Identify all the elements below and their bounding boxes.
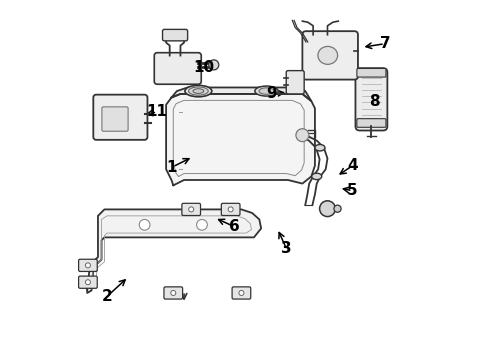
Text: 5: 5 [347,183,358,198]
FancyBboxPatch shape [78,276,97,288]
Circle shape [85,263,91,268]
Ellipse shape [185,85,212,97]
FancyBboxPatch shape [286,71,304,94]
Circle shape [228,207,233,212]
Ellipse shape [255,86,278,96]
Circle shape [171,291,176,296]
Text: 4: 4 [347,158,358,173]
Circle shape [189,207,194,212]
FancyBboxPatch shape [221,203,240,216]
Text: 1: 1 [166,160,177,175]
Text: 7: 7 [380,36,390,51]
FancyBboxPatch shape [182,203,200,216]
FancyBboxPatch shape [355,68,388,131]
Text: 8: 8 [369,94,379,109]
FancyBboxPatch shape [302,31,358,80]
Text: 6: 6 [229,219,240,234]
Text: 2: 2 [101,289,112,304]
FancyBboxPatch shape [357,68,386,77]
FancyBboxPatch shape [163,30,188,41]
Circle shape [85,280,91,285]
Circle shape [319,201,335,217]
Circle shape [196,220,207,230]
Circle shape [334,205,341,212]
Text: 9: 9 [267,86,277,102]
FancyBboxPatch shape [93,95,147,140]
Circle shape [239,291,244,296]
Ellipse shape [312,173,322,180]
Ellipse shape [193,89,204,93]
Text: 10: 10 [193,59,214,75]
FancyBboxPatch shape [232,287,251,299]
Circle shape [139,220,150,230]
FancyBboxPatch shape [78,259,97,271]
Circle shape [209,60,219,70]
Polygon shape [166,94,315,185]
FancyBboxPatch shape [154,53,201,84]
FancyBboxPatch shape [102,107,128,131]
Text: 3: 3 [281,240,292,256]
FancyBboxPatch shape [164,287,183,299]
Ellipse shape [189,87,208,95]
Polygon shape [87,210,261,293]
Ellipse shape [315,144,325,151]
Ellipse shape [318,46,338,64]
Polygon shape [172,87,311,101]
FancyBboxPatch shape [357,119,386,127]
Circle shape [296,129,309,141]
Ellipse shape [259,88,274,94]
Text: 11: 11 [147,104,168,120]
